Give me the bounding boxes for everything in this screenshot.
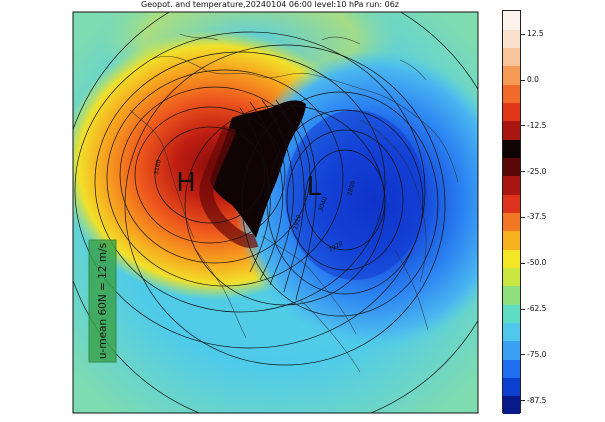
colorbar-band — [503, 139, 520, 159]
high-pressure-label: H — [176, 168, 196, 198]
coastline-africa — [299, 299, 361, 373]
contour-line — [286, 129, 404, 271]
contour-line — [134, 106, 286, 244]
map-title: Geopot. and temperature,20240104 06:00 l… — [141, 0, 399, 9]
coastline-asia — [129, 109, 195, 239]
contour-line — [266, 109, 424, 295]
latitude-circle — [124, 44, 446, 366]
colorbar-band — [503, 120, 520, 140]
contour-line — [275, 99, 305, 293]
colorbar-tick-label: -50.0 — [527, 258, 547, 267]
colorbar-band — [503, 212, 520, 232]
colorbar-band — [503, 395, 520, 415]
contour-line — [249, 101, 284, 281]
contour-line — [239, 107, 271, 273]
colorbar-band — [503, 359, 520, 378]
contour-label: 3040 — [317, 196, 329, 213]
colorbar-band — [503, 47, 520, 67]
colorbar-tick-mark — [521, 34, 525, 35]
colorbar-band — [503, 84, 520, 104]
colorbar-tick-mark — [521, 80, 525, 81]
coastline-america — [359, 119, 427, 283]
umean-label: u-mean 60N = 12 m/s — [97, 243, 109, 359]
contour-line — [241, 91, 439, 317]
colorbar-tick-label: -25.0 — [527, 167, 547, 176]
contour-label: 3160 — [153, 159, 163, 175]
contour-label: 2920 — [292, 214, 303, 231]
colorbar-tick-mark — [521, 171, 525, 172]
colorbar-band — [503, 194, 520, 213]
colorbar-band — [503, 340, 520, 360]
colorbar-tick-mark — [521, 217, 525, 218]
colorbar-band — [503, 377, 520, 397]
contour-line — [106, 69, 344, 287]
colorbar-tick-mark — [521, 309, 525, 310]
colorbar-band — [503, 175, 520, 195]
contour-line — [94, 51, 386, 313]
umean-box — [88, 239, 117, 363]
coastline-islands — [179, 33, 427, 81]
colorbar-tick-label: -87.5 — [527, 396, 547, 405]
colorbar-band — [503, 65, 520, 85]
contour-line — [304, 149, 386, 251]
colorbar-tick-label: 0.0 — [527, 75, 539, 84]
contour-line — [261, 99, 294, 286]
colorbar-tick-mark — [521, 354, 525, 355]
colorbar-tick-label: -37.5 — [527, 212, 547, 221]
coastline-gulf — [394, 249, 429, 331]
colorbar-band — [503, 285, 520, 305]
contour-line — [154, 126, 266, 224]
coastline-europe — [261, 235, 357, 335]
colorbar — [502, 10, 521, 415]
low-pressure-label: L — [307, 172, 322, 202]
coastline-arctic — [149, 55, 459, 183]
map-frame — [72, 11, 479, 414]
colorbar-tick-mark — [521, 263, 525, 264]
colorbar-tick-mark — [521, 125, 525, 126]
colorbar-band — [503, 157, 520, 177]
colorbar-tick-label: 12.5 — [527, 29, 544, 38]
contour-line — [289, 101, 317, 301]
colorbar-band — [503, 267, 520, 287]
geopotential-contours — [73, 12, 478, 413]
colorbar-tick-mark — [521, 400, 525, 401]
colorbar-band — [503, 322, 520, 342]
colorbar-band — [503, 11, 520, 30]
colorbar-tick-label: -75.0 — [527, 350, 547, 359]
contour-label: 2800 — [346, 180, 357, 197]
colorbar-band — [503, 304, 520, 323]
colorbar-band — [503, 249, 520, 268]
colorbar-band — [503, 29, 520, 49]
colorbar-band — [503, 230, 520, 250]
coastline-pacific — [195, 249, 247, 339]
colorbar-tick-label: -62.5 — [527, 304, 547, 313]
contour-line — [74, 31, 426, 349]
colorbar-tick-label: -12.5 — [527, 121, 547, 130]
coastlines — [129, 33, 459, 373]
cold-core — [285, 110, 425, 280]
colorbar-band — [503, 102, 520, 122]
